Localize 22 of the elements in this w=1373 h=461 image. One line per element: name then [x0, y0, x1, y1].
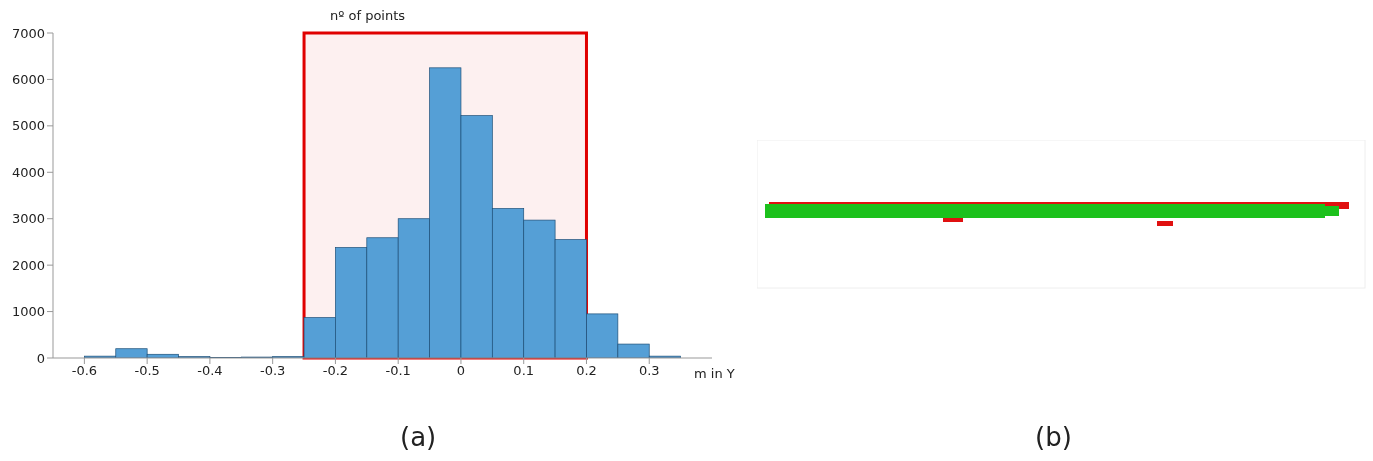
- x-tick-label: 0: [456, 363, 466, 379]
- x-tick-label: 0.1: [513, 363, 535, 379]
- x-tick-label: -0.1: [385, 363, 411, 379]
- x-tick-label: -0.6: [71, 363, 98, 379]
- y-tick-label: 7000: [11, 25, 45, 41]
- x-axis-title: m in Y: [694, 366, 735, 381]
- y-tick-label: 6000: [11, 72, 45, 88]
- x-tick-label: -0.4: [197, 363, 223, 379]
- y-tick-label: 2000: [11, 257, 45, 273]
- text: (b): [1035, 422, 1072, 452]
- y-axis-title: nº of points: [330, 8, 406, 23]
- y-tick-label: 3000: [11, 211, 45, 227]
- text: (a): [400, 422, 437, 452]
- y-tick-label: 4000: [11, 164, 45, 180]
- y-tick-label: 1000: [11, 304, 45, 320]
- y-tick-label: 0: [36, 350, 45, 366]
- x-tick-label: 0.3: [638, 363, 660, 379]
- x-tick-label: -0.5: [134, 363, 160, 379]
- x-tick-label: 0.2: [576, 363, 597, 379]
- x-tick-label: -0.2: [322, 363, 349, 379]
- x-tick-label: -0.3: [259, 363, 286, 379]
- y-tick-label: 5000: [11, 118, 45, 134]
